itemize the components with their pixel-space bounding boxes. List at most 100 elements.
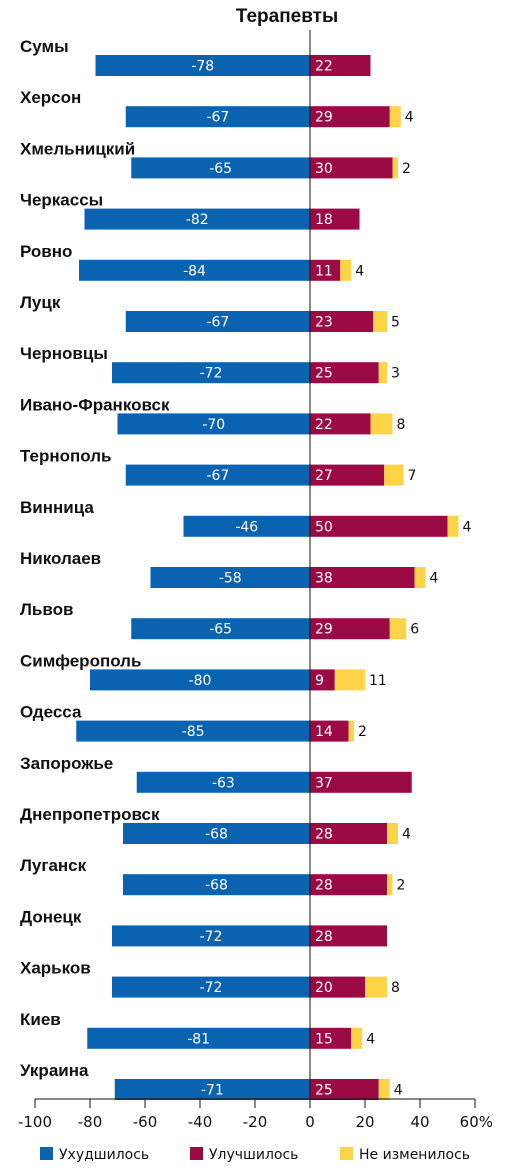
bar-improved <box>310 771 412 793</box>
chart-row: Сумы -78 22 <box>20 37 371 76</box>
data-label-improved: 29 <box>315 622 333 638</box>
data-label-worsened: -85 <box>182 724 205 740</box>
bar-improved <box>310 515 448 537</box>
category-label: Запорожье <box>20 754 113 773</box>
category-label: Херсон <box>20 88 81 107</box>
x-tick-label: -100 <box>18 1113 52 1131</box>
bar-improved <box>310 720 349 742</box>
bar-worsened <box>150 567 310 588</box>
category-label: Ровно <box>20 242 72 261</box>
bar-worsened <box>183 515 310 537</box>
data-label-unchanged: 7 <box>408 468 417 484</box>
bar-unchanged <box>340 259 352 281</box>
bar-improved <box>310 464 385 486</box>
category-label: Николаев <box>20 549 101 568</box>
chart-row: Донецк -72 28 <box>20 907 387 947</box>
data-label-unchanged: 4 <box>463 519 472 535</box>
bar-worsened <box>112 362 310 384</box>
bar-worsened <box>84 208 310 230</box>
category-label: Симферополь <box>20 651 141 670</box>
data-label-improved: 25 <box>315 366 333 382</box>
bar-worsened <box>112 925 310 947</box>
chart-row: Черновцы -72 25 3 <box>20 344 400 384</box>
data-label-worsened: -71 <box>201 1083 224 1099</box>
bar-worsened <box>114 1079 310 1100</box>
chart-row: Луганск -68 28 2 <box>20 856 406 896</box>
bar-improved <box>310 1027 352 1049</box>
data-label-worsened: -82 <box>186 212 209 228</box>
legend: Ухудшилось Улучшилось Не изменилось <box>40 1147 470 1163</box>
category-label: Киев <box>20 1010 61 1029</box>
category-label: Харьков <box>20 959 91 978</box>
x-tick-label: 60% <box>460 1113 493 1131</box>
data-label-worsened: -78 <box>191 59 214 75</box>
chart-row: Одесса -85 14 2 <box>20 703 367 742</box>
data-label-improved: 37 <box>315 775 333 791</box>
data-label-improved: 22 <box>315 417 333 433</box>
bar-worsened <box>125 464 310 486</box>
bar-unchanged <box>414 567 426 588</box>
data-label-unchanged: 6 <box>410 622 419 638</box>
x-axis: -100 -80 -60 -40 -20 0 20 40 60% <box>18 30 493 1131</box>
bar-unchanged <box>334 669 365 691</box>
data-label-improved: 15 <box>315 1031 333 1047</box>
chart-row: Киев -81 15 4 <box>20 1010 375 1049</box>
chart-row: Херсон -67 29 4 <box>20 88 414 128</box>
data-label-unchanged: 4 <box>430 571 439 587</box>
bar-worsened <box>87 1027 310 1049</box>
data-label-improved: 11 <box>315 263 333 279</box>
data-label-worsened: -72 <box>200 929 223 945</box>
bar-improved <box>310 106 390 128</box>
data-label-improved: 14 <box>315 724 333 740</box>
data-label-improved: 28 <box>315 929 333 945</box>
bar-improved <box>310 259 341 281</box>
data-label-unchanged: 4 <box>366 1031 375 1047</box>
category-label: Винница <box>20 498 94 517</box>
bar-improved <box>310 413 371 435</box>
bar-worsened <box>95 55 310 76</box>
data-label-improved: 18 <box>315 212 333 228</box>
data-label-worsened: -67 <box>206 110 229 126</box>
category-label: Луганск <box>20 856 87 875</box>
bar-unchanged <box>378 1079 390 1100</box>
bar-improved <box>310 874 387 896</box>
data-label-improved: 27 <box>315 468 333 484</box>
category-label: Сумы <box>20 37 69 56</box>
data-label-worsened: -84 <box>183 263 206 279</box>
data-label-unchanged: 4 <box>394 1083 403 1099</box>
data-label-worsened: -67 <box>206 468 229 484</box>
data-label-improved: 30 <box>315 161 333 177</box>
data-label-worsened: -80 <box>189 673 212 689</box>
bar-worsened <box>123 874 310 896</box>
bar-worsened <box>131 618 310 640</box>
data-label-unchanged: 11 <box>369 673 387 689</box>
category-label: Черкассы <box>20 191 103 210</box>
data-label-unchanged: 2 <box>397 878 406 894</box>
data-label-improved: 50 <box>315 519 333 535</box>
bar-worsened <box>123 823 310 844</box>
bar-improved <box>310 823 387 844</box>
chart-row: Хмельницкий -65 30 2 <box>20 139 411 179</box>
legend-label: Не изменилось <box>359 1147 470 1163</box>
data-label-improved: 23 <box>315 315 333 331</box>
bar-improved <box>310 1079 379 1100</box>
bar-worsened <box>90 669 310 691</box>
category-label: Донецк <box>20 907 82 926</box>
category-label: Тернополь <box>20 447 112 466</box>
x-tick-label: -20 <box>243 1113 268 1131</box>
bar-worsened <box>125 106 310 128</box>
bar-improved <box>310 311 374 332</box>
bar-unchanged <box>351 1027 363 1049</box>
category-label: Львов <box>20 600 73 619</box>
data-label-unchanged: 2 <box>402 161 411 177</box>
bar-unchanged <box>447 515 459 537</box>
x-tick-label: 0 <box>305 1113 315 1131</box>
category-label: Украина <box>20 1061 89 1080</box>
bar-unchanged <box>370 413 393 435</box>
data-label-worsened: -70 <box>202 417 225 433</box>
data-label-worsened: -46 <box>235 519 258 535</box>
chart-row: Черкассы -82 18 <box>20 191 360 230</box>
data-label-unchanged: 4 <box>355 263 364 279</box>
